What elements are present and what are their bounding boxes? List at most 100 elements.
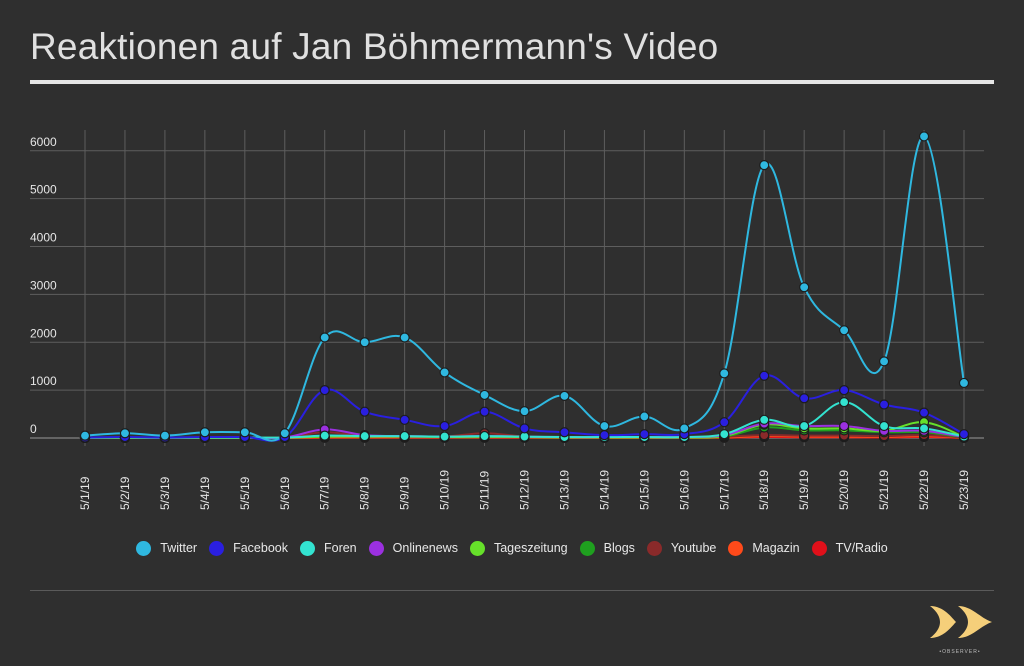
y-tick-label: 0: [30, 422, 37, 436]
x-tick-label: 5/4/19: [198, 476, 212, 510]
data-point: [399, 414, 410, 425]
legend-label: Magazin: [752, 541, 800, 555]
data-point: [878, 356, 890, 367]
data-point: [479, 406, 490, 417]
y-tick-label: 6000: [30, 135, 57, 149]
data-point: [599, 430, 610, 441]
x-tick-label: 5/17/19: [717, 470, 731, 510]
x-tick-label: 5/21/19: [877, 470, 891, 510]
x-tick-label: 5/16/19: [677, 470, 691, 510]
data-point: [799, 282, 810, 293]
y-tick-label: 4000: [30, 231, 57, 245]
data-point: [759, 370, 770, 381]
x-tick-label: 5/12/19: [518, 470, 532, 510]
x-tick-label: 5/23/19: [957, 470, 971, 510]
y-tick-label: 5000: [30, 183, 57, 197]
x-tick-label: 5/2/19: [118, 476, 132, 510]
legend-item[interactable]: Foren: [299, 540, 357, 556]
data-point: [799, 393, 810, 404]
legend-swatch: [728, 540, 744, 556]
legend-swatch: [368, 540, 384, 556]
x-tick-label: 5/7/19: [318, 476, 332, 510]
data-point: [359, 337, 370, 348]
data-point: [839, 420, 850, 432]
data-point: [958, 429, 970, 440]
data-point: [199, 427, 210, 438]
x-tick-label: 5/10/19: [438, 470, 452, 510]
x-tick-label: 5/13/19: [557, 470, 571, 510]
data-point: [319, 385, 330, 396]
data-point: [399, 430, 410, 442]
data-point: [839, 325, 850, 336]
x-tick-label: 5/19/19: [797, 470, 811, 510]
double-chevron-logo-icon: •OBSERVER•: [930, 606, 992, 655]
x-tick-label: 5/9/19: [398, 476, 412, 510]
x-tick-label: 5/20/19: [837, 470, 851, 510]
legend-label: Facebook: [233, 541, 288, 555]
data-point: [759, 414, 770, 425]
data-point: [359, 430, 370, 442]
legend-swatch: [811, 540, 827, 556]
legend-label: Blogs: [603, 541, 635, 555]
data-point: [878, 399, 890, 410]
y-tick-label: 1000: [30, 374, 57, 388]
legend-item[interactable]: Twitter: [136, 540, 198, 556]
data-point: [159, 430, 171, 441]
data-point: [399, 332, 410, 343]
legend-label: Twitter: [160, 541, 198, 555]
data-point: [839, 396, 850, 408]
x-tick-label: 5/18/19: [757, 470, 771, 510]
legend-item[interactable]: Magazin: [728, 540, 800, 556]
data-point: [519, 423, 530, 434]
data-point: [719, 417, 730, 428]
data-point: [918, 131, 930, 142]
data-point: [439, 420, 450, 432]
title-divider: [30, 80, 994, 84]
data-point: [479, 389, 490, 401]
legend-label: Tageszeitung: [493, 541, 568, 555]
legend-item[interactable]: Blogs: [579, 540, 635, 556]
data-point: [799, 420, 810, 432]
legend-label: Foren: [323, 541, 357, 555]
data-point: [719, 368, 730, 379]
data-point: [319, 332, 330, 343]
data-point: [918, 423, 930, 434]
data-point: [359, 406, 370, 417]
data-point: [279, 428, 290, 439]
logo-text: •OBSERVER•: [939, 649, 980, 655]
data-point: [679, 423, 690, 434]
legend-item[interactable]: Onlinenews: [368, 540, 458, 556]
data-point: [878, 420, 890, 432]
legend-swatch: [136, 540, 152, 556]
x-tick-label: 5/14/19: [597, 470, 611, 510]
legend-label: Youtube: [670, 541, 717, 555]
data-point: [519, 406, 530, 417]
data-point: [479, 430, 490, 442]
x-tick-label: 5/11/19: [478, 471, 492, 510]
x-tick-label: 5/22/19: [917, 470, 931, 510]
footer-divider: [30, 590, 994, 591]
legend-swatch: [579, 540, 595, 556]
data-point: [958, 377, 970, 389]
x-tick-label: 5/6/19: [278, 476, 292, 510]
legend-item[interactable]: Tageszeitung: [469, 540, 568, 556]
legend-label: TV/Radio: [835, 541, 888, 555]
legend-item[interactable]: Youtube: [646, 540, 717, 556]
data-point: [559, 427, 570, 438]
legend-label: Onlinenews: [392, 541, 458, 555]
x-tick-label: 5/1/19: [78, 476, 92, 510]
x-tick-label: 5/8/19: [358, 476, 372, 510]
data-point: [119, 428, 131, 439]
legend-swatch: [209, 540, 225, 556]
data-point: [759, 160, 770, 171]
data-point: [79, 430, 91, 441]
data-point: [639, 429, 650, 440]
data-point: [439, 367, 450, 378]
series-line-twitter: [84, 135, 965, 442]
chart-title: Reaktionen auf Jan Böhmermann's Video: [30, 26, 719, 67]
y-tick-label: 3000: [30, 278, 57, 292]
legend-item[interactable]: Facebook: [209, 540, 288, 556]
legend-item[interactable]: TV/Radio: [811, 540, 888, 556]
data-point: [839, 385, 850, 396]
data-point: [599, 420, 610, 432]
